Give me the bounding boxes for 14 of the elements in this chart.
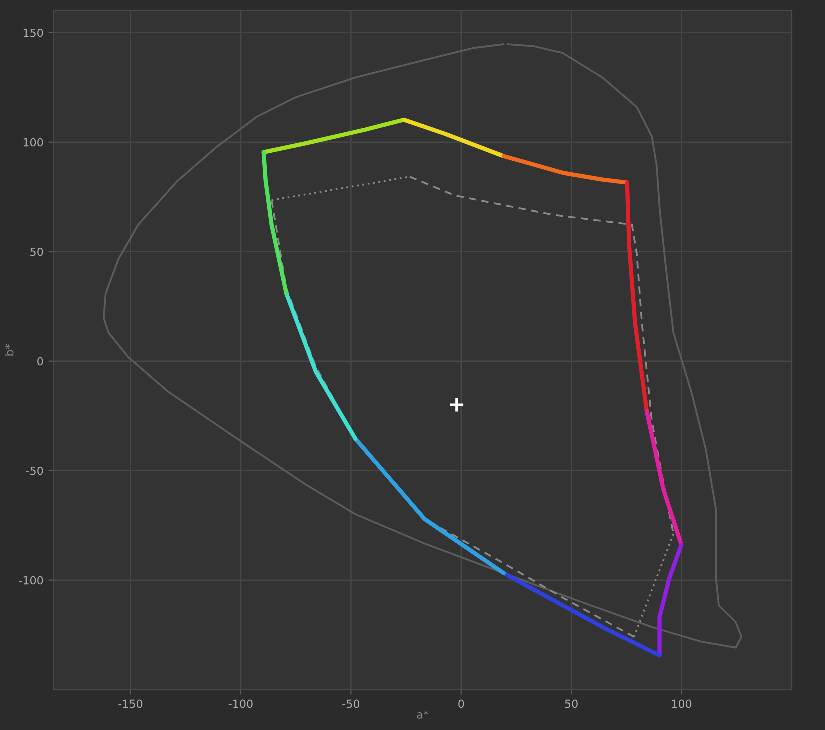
x-tick-label: 100 xyxy=(672,700,692,708)
x-tick-label: -100 xyxy=(228,700,253,708)
y-tick-label: -100 xyxy=(19,576,44,585)
x-tick-label: 50 xyxy=(565,700,578,708)
y-tick-label: 50 xyxy=(30,248,44,256)
y-tick-label: -50 xyxy=(26,466,44,476)
y-tick-label: 100 xyxy=(24,138,44,147)
x-tick-label: -50 xyxy=(342,700,360,708)
x-tick-label: -150 xyxy=(118,700,143,708)
x-tick-label: 0 xyxy=(458,700,464,708)
y-axis-title: b* xyxy=(5,344,14,356)
x-axis-title: a* xyxy=(417,710,429,719)
y-tick-label: 150 xyxy=(24,28,44,38)
y-tick-label: 0 xyxy=(38,357,44,366)
